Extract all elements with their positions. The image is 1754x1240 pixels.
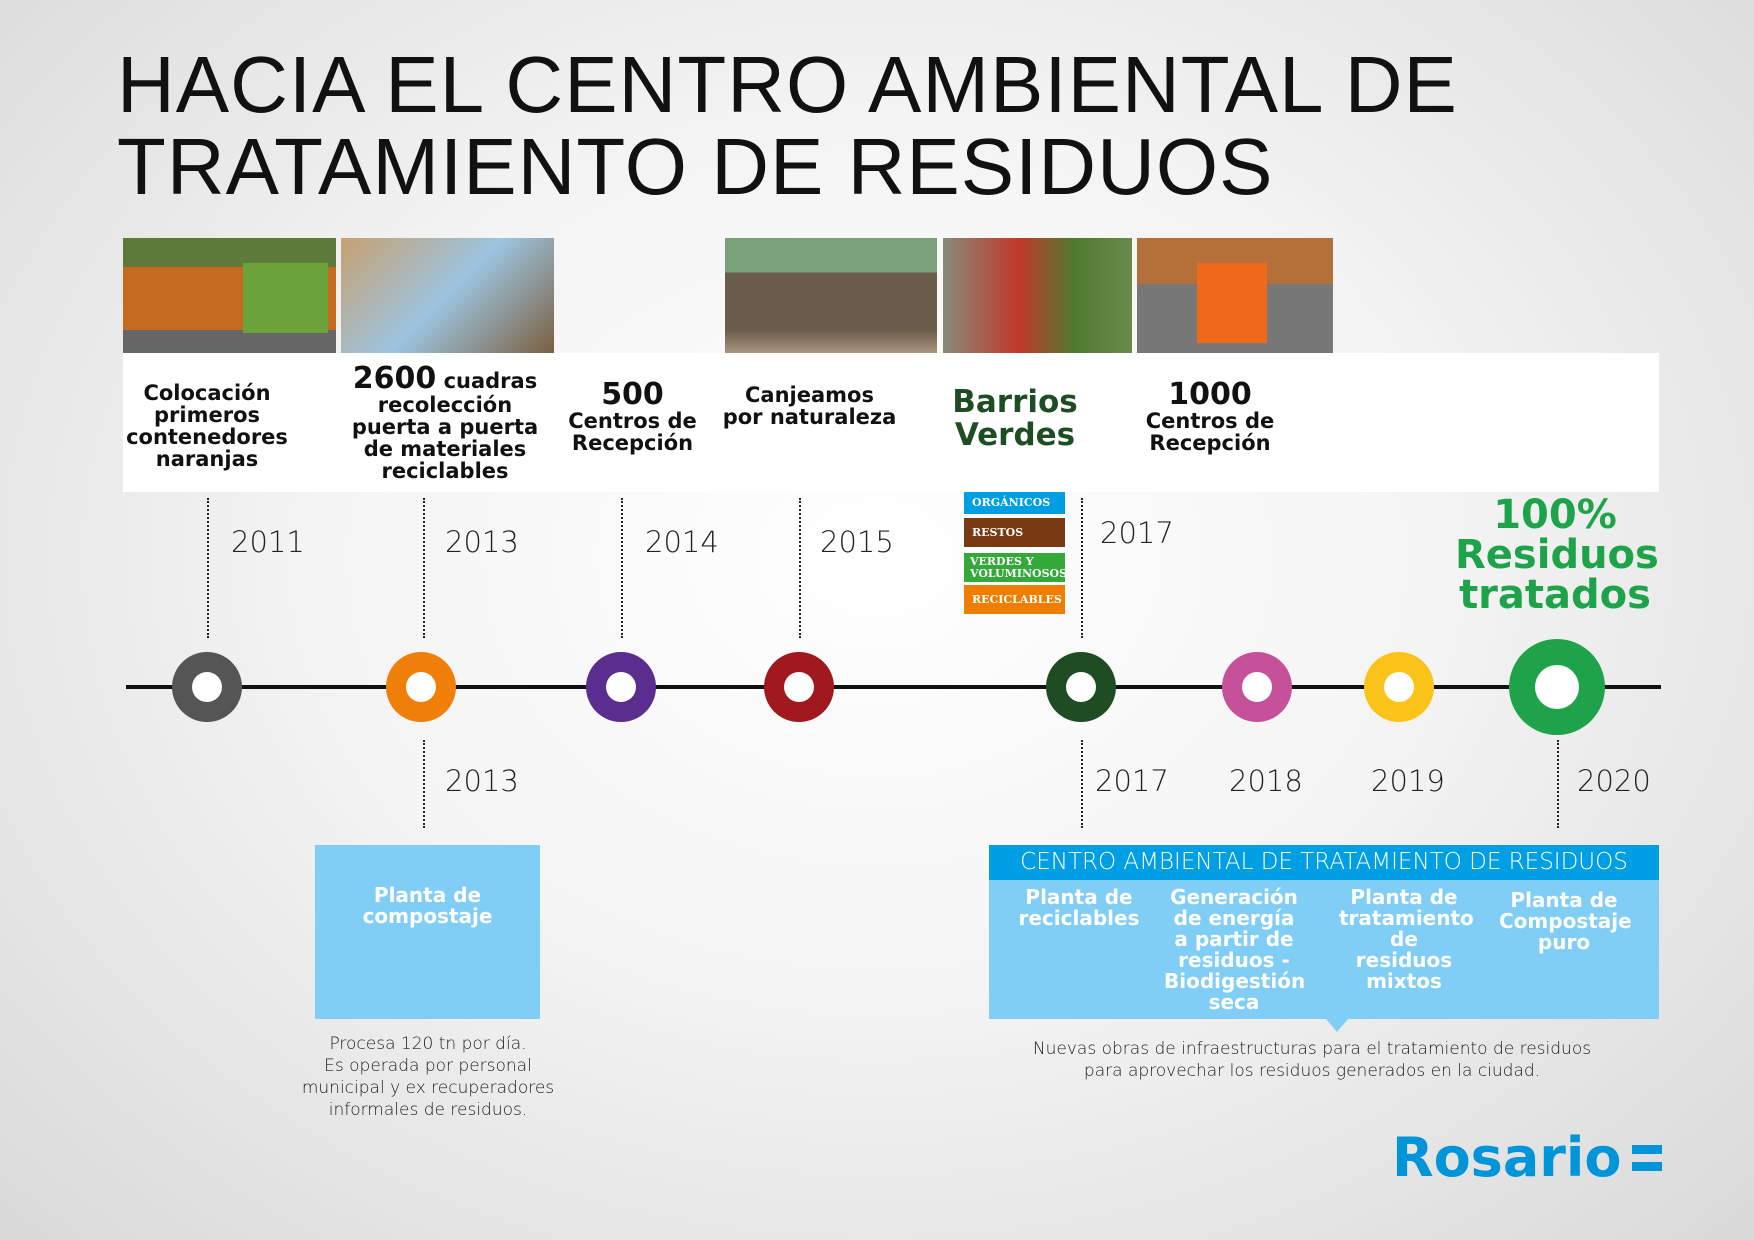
year-label: 2017 — [1100, 516, 1174, 550]
connector — [423, 740, 425, 828]
compost-box: Planta de compostaje — [315, 845, 540, 1019]
milestone-2019 — [1364, 652, 1434, 722]
centro-header: CENTRO AMBIENTAL DE TRATAMIENTO DE RESID… — [989, 845, 1659, 880]
connector — [1081, 740, 1083, 828]
connector — [423, 498, 425, 638]
legend-reciclables: RECICLABLES — [964, 585, 1065, 614]
title-line-1: HACIA EL CENTRO AMBIENTAL DE — [117, 40, 1458, 129]
photo-recycling-bag — [341, 238, 554, 353]
event-1000-centros: 1000 Centros de Recepción — [1145, 377, 1275, 455]
photo-orange-containers — [123, 238, 336, 353]
year-label: 2019 — [1371, 764, 1445, 798]
milestone-2018 — [1222, 652, 1292, 722]
legend-organicos: ORGÁNICOS — [964, 492, 1065, 514]
events-band — [123, 353, 1659, 492]
centro-item: Planta de tratamiento de residuos mixtos — [1339, 885, 1474, 993]
milestone-2011 — [172, 652, 242, 722]
connector — [207, 498, 209, 638]
photo-canjeamos — [725, 238, 937, 353]
milestone-2013 — [386, 652, 456, 722]
year-label: 2011 — [231, 525, 305, 559]
equals-icon — [1631, 1145, 1662, 1171]
photo-recepcion-container — [1137, 238, 1333, 353]
milestone-2017 — [1046, 652, 1116, 722]
year-label: 2018 — [1229, 764, 1303, 798]
year-label: 2013 — [445, 525, 519, 559]
milestone-2014 — [586, 652, 656, 722]
centro-item: Planta de reciclables — [1018, 885, 1140, 930]
year-label: 2013 — [445, 764, 519, 798]
pointer-arrow — [1326, 1019, 1348, 1032]
connector — [799, 498, 801, 638]
event-2013: 2600 cuadras recolección puerta a puerta… — [351, 361, 539, 483]
goal-text: 100% Residuos tratados — [1455, 492, 1659, 618]
year-label: 2017 — [1095, 764, 1169, 798]
compost-title: Planta de compostaje — [362, 883, 493, 928]
milestone-2015 — [764, 652, 834, 722]
page-title: HACIA EL CENTRO AMBIENTAL DE TRATAMIENTO… — [117, 44, 1458, 208]
rosario-logo: Rosario — [1392, 1128, 1662, 1188]
event-2011: Colocación primeros contenedores naranja… — [126, 381, 288, 471]
centro-box: CENTRO AMBIENTAL DE TRATAMIENTO DE RESID… — [989, 845, 1659, 1019]
centro-item: Generación de energía a partir de residu… — [1164, 885, 1306, 1014]
connector — [621, 498, 623, 638]
connector — [1081, 498, 1083, 638]
year-label: 2020 — [1577, 764, 1651, 798]
year-label: 2014 — [645, 525, 719, 559]
compost-description: Procesa 120 tn por día. Es operada por pe… — [301, 1034, 555, 1120]
milestone-2020 — [1509, 639, 1605, 735]
title-line-2: TRATAMIENTO DE RESIDUOS — [117, 122, 1274, 211]
event-2017: Barrios Verdes — [952, 384, 1078, 453]
event-2014: 500 Centros de Recepción — [568, 377, 697, 455]
connector — [1557, 740, 1559, 828]
centro-caption: Nuevas obras de infraestructuras para el… — [1032, 1039, 1592, 1081]
centro-item: Planta de Compostaje puro — [1499, 888, 1632, 954]
year-label: 2015 — [820, 525, 894, 559]
photo-barrios-verdes — [943, 238, 1132, 353]
legend-verdes: VERDES Y VOLUMINOSOS — [964, 553, 1067, 582]
legend-restos: RESTOS — [964, 518, 1065, 547]
timeline-line — [126, 685, 1661, 689]
event-2015: Canjeamos por naturaleza — [722, 383, 897, 429]
